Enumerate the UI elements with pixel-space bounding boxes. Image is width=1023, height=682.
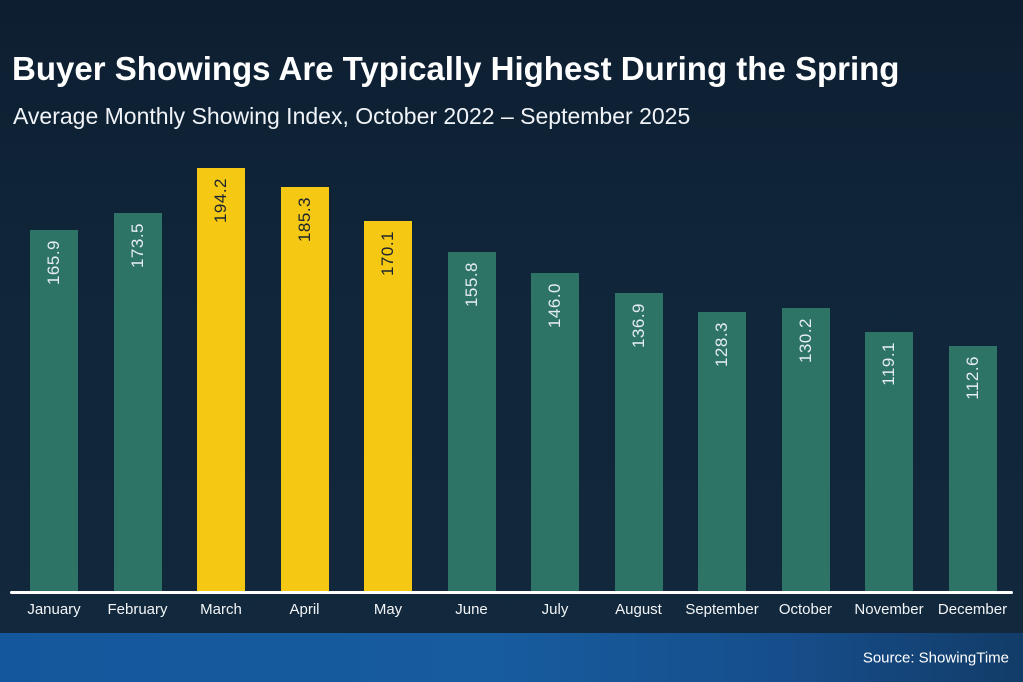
bar-value-label: 128.3 [712,321,731,367]
bar-january: 165.9 [30,229,78,592]
chart-subtitle: Average Monthly Showing Index, October 2… [13,103,691,129]
bar-value-label: 155.8 [461,261,481,307]
bar-value-label: 185.3 [294,197,314,243]
bar-october: 130.2 [781,307,830,592]
month-label-november: November [854,601,924,618]
bar-value-label: 130.2 [795,317,815,363]
month-label-june: June [455,601,488,618]
bar-value-label: 119.1 [879,342,898,386]
bar-february: 173.5 [113,213,162,592]
month-label-april: April [289,601,320,618]
bar-july: 146.0 [531,273,579,592]
month-label-october: October [778,601,833,618]
month-label-march: March [200,601,242,618]
month-label-january: January [27,601,81,618]
bar-november: 119.1 [865,332,913,592]
month-label-july: July [541,601,569,618]
bar-august: 136.9 [614,293,663,592]
bar-april: 185.3 [280,187,329,592]
footer-bar: Source: ShowingTime [0,633,1023,682]
bar-value-label: 136.9 [628,303,648,349]
month-label-december: December [937,601,1008,618]
month-label-february: February [107,601,168,618]
bar-value-label: 146.0 [545,283,564,329]
bar-value-label: 194.2 [211,178,230,224]
bar-value-label: 170.1 [378,230,397,276]
bar-march: 194.2 [197,168,245,592]
month-label-may: May [373,601,403,618]
bar-value-label: 173.5 [127,223,147,269]
bar-may: 170.1 [364,220,412,592]
month-label-august: August [615,601,662,618]
chart-title: Buyer Showings Are Typically Highest Dur… [12,50,900,87]
bar-june: 155.8 [447,251,496,592]
bar-value-label: 112.6 [962,356,982,400]
source-credit: Source: ShowingTime [862,649,1009,666]
bar-value-label: 165.9 [44,239,63,285]
month-label-september: September [685,601,759,618]
bar-september: 128.3 [698,311,746,592]
x-axis-line [10,591,1013,594]
bar-december: 112.6 [948,346,997,592]
